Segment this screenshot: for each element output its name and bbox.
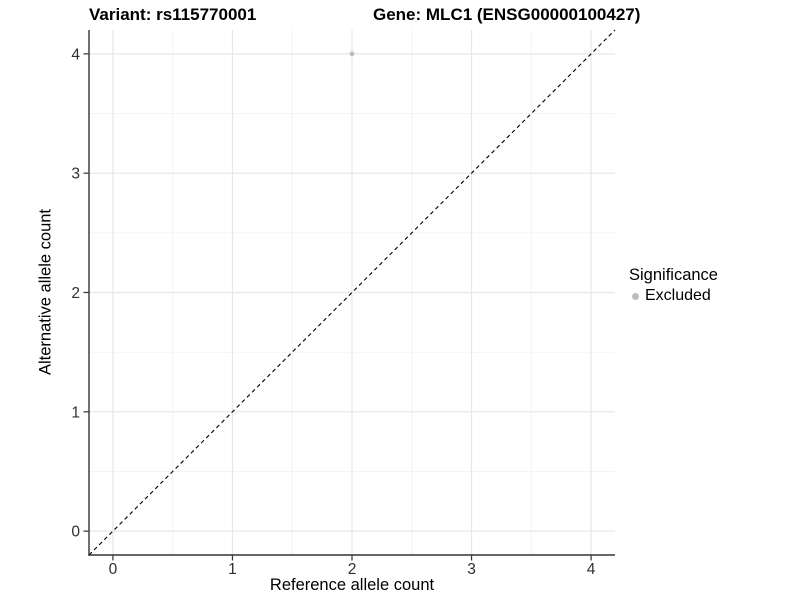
y-tick-label: 3 bbox=[71, 166, 80, 183]
x-tick-label: 3 bbox=[467, 561, 476, 578]
identity-dashed-line bbox=[88, 29, 616, 556]
legend-title: Significance bbox=[629, 266, 718, 284]
data-point bbox=[349, 51, 355, 57]
x-tick-label: 4 bbox=[587, 561, 596, 578]
legend-items: Excluded bbox=[629, 287, 718, 305]
y-tick-label: 4 bbox=[71, 46, 80, 63]
plot-title-gene: Gene: MLC1 (ENSG00000100427) bbox=[373, 5, 641, 24]
x-tick-label: 1 bbox=[228, 561, 237, 578]
x-axis-title: Reference allele count bbox=[269, 576, 435, 594]
x-tick-label: 2 bbox=[348, 561, 357, 578]
legend: Significance Excluded bbox=[629, 266, 718, 305]
y-tick-label: 0 bbox=[71, 524, 80, 541]
y-tick-label: 1 bbox=[71, 404, 80, 421]
legend-point-icon bbox=[632, 292, 639, 300]
x-tick-label: 0 bbox=[109, 561, 118, 578]
plot-title-variant: Variant: rs115770001 bbox=[89, 5, 257, 24]
y-axis-title: Alternative allele count bbox=[36, 208, 55, 376]
y-tick-label: 2 bbox=[71, 285, 80, 302]
legend-item: Excluded bbox=[629, 287, 718, 305]
legend-item-label: Excluded bbox=[645, 287, 711, 304]
